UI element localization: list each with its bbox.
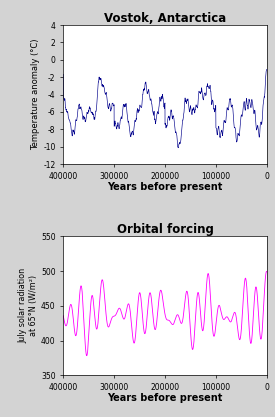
- Title: Vostok, Antarctica: Vostok, Antarctica: [104, 12, 226, 25]
- Title: Orbital forcing: Orbital forcing: [117, 223, 213, 236]
- X-axis label: Years before present: Years before present: [107, 393, 223, 403]
- Y-axis label: July solar radiation
at 65°N (W/m²): July solar radiation at 65°N (W/m²): [19, 268, 38, 343]
- Y-axis label: Temperature anomaly (°C): Temperature anomaly (°C): [31, 39, 40, 150]
- X-axis label: Years before present: Years before present: [107, 182, 223, 192]
